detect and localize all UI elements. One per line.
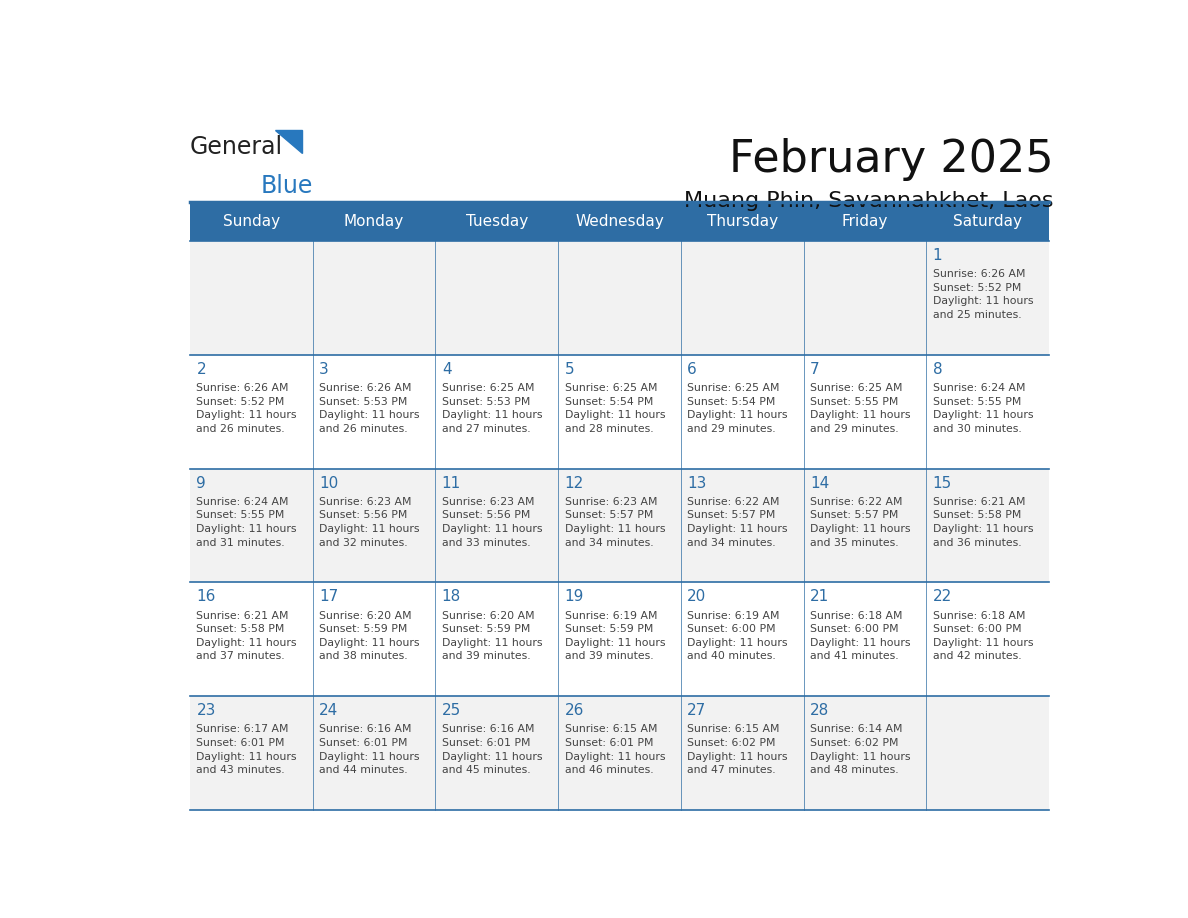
Text: Sunrise: 6:25 AM
Sunset: 5:55 PM
Daylight: 11 hours
and 29 minutes.: Sunrise: 6:25 AM Sunset: 5:55 PM Dayligh… <box>810 383 910 434</box>
Text: Sunrise: 6:25 AM
Sunset: 5:54 PM
Daylight: 11 hours
and 28 minutes.: Sunrise: 6:25 AM Sunset: 5:54 PM Dayligh… <box>564 383 665 434</box>
Text: 6: 6 <box>687 362 697 376</box>
Text: Sunrise: 6:24 AM
Sunset: 5:55 PM
Daylight: 11 hours
and 31 minutes.: Sunrise: 6:24 AM Sunset: 5:55 PM Dayligh… <box>196 497 297 548</box>
Text: 20: 20 <box>687 589 707 604</box>
Text: 1: 1 <box>933 248 942 263</box>
Text: 13: 13 <box>687 476 707 490</box>
Text: Sunrise: 6:25 AM
Sunset: 5:54 PM
Daylight: 11 hours
and 29 minutes.: Sunrise: 6:25 AM Sunset: 5:54 PM Dayligh… <box>687 383 788 434</box>
Text: 18: 18 <box>442 589 461 604</box>
Text: 25: 25 <box>442 703 461 718</box>
Text: Sunrise: 6:18 AM
Sunset: 6:00 PM
Daylight: 11 hours
and 41 minutes.: Sunrise: 6:18 AM Sunset: 6:00 PM Dayligh… <box>810 610 910 661</box>
Text: 7: 7 <box>810 362 820 376</box>
Text: Sunrise: 6:21 AM
Sunset: 5:58 PM
Daylight: 11 hours
and 37 minutes.: Sunrise: 6:21 AM Sunset: 5:58 PM Dayligh… <box>196 610 297 661</box>
Text: 15: 15 <box>933 476 952 490</box>
Text: 2: 2 <box>196 362 206 376</box>
Text: Sunrise: 6:18 AM
Sunset: 6:00 PM
Daylight: 11 hours
and 42 minutes.: Sunrise: 6:18 AM Sunset: 6:00 PM Dayligh… <box>933 610 1034 661</box>
Text: Thursday: Thursday <box>707 214 778 229</box>
Text: 19: 19 <box>564 589 583 604</box>
Text: 8: 8 <box>933 362 942 376</box>
Text: 9: 9 <box>196 476 207 490</box>
Text: General: General <box>190 135 283 159</box>
Text: Sunrise: 6:26 AM
Sunset: 5:52 PM
Daylight: 11 hours
and 26 minutes.: Sunrise: 6:26 AM Sunset: 5:52 PM Dayligh… <box>196 383 297 434</box>
Text: 12: 12 <box>564 476 583 490</box>
Text: Wednesday: Wednesday <box>575 214 664 229</box>
Text: Sunrise: 6:23 AM
Sunset: 5:56 PM
Daylight: 11 hours
and 32 minutes.: Sunrise: 6:23 AM Sunset: 5:56 PM Dayligh… <box>320 497 419 548</box>
Text: February 2025: February 2025 <box>729 139 1054 182</box>
Bar <box>190 468 1049 582</box>
Text: 28: 28 <box>810 703 829 718</box>
Text: 27: 27 <box>687 703 707 718</box>
Text: Sunrise: 6:15 AM
Sunset: 6:01 PM
Daylight: 11 hours
and 46 minutes.: Sunrise: 6:15 AM Sunset: 6:01 PM Dayligh… <box>564 724 665 775</box>
Text: 23: 23 <box>196 703 216 718</box>
Text: Sunrise: 6:22 AM
Sunset: 5:57 PM
Daylight: 11 hours
and 34 minutes.: Sunrise: 6:22 AM Sunset: 5:57 PM Dayligh… <box>687 497 788 548</box>
Text: Tuesday: Tuesday <box>466 214 527 229</box>
Text: Sunrise: 6:17 AM
Sunset: 6:01 PM
Daylight: 11 hours
and 43 minutes.: Sunrise: 6:17 AM Sunset: 6:01 PM Dayligh… <box>196 724 297 775</box>
Bar <box>190 241 1049 354</box>
Bar <box>190 202 1049 241</box>
Text: 26: 26 <box>564 703 583 718</box>
Text: Sunrise: 6:19 AM
Sunset: 6:00 PM
Daylight: 11 hours
and 40 minutes.: Sunrise: 6:19 AM Sunset: 6:00 PM Dayligh… <box>687 610 788 661</box>
Bar <box>190 354 1049 468</box>
Text: Monday: Monday <box>343 214 404 229</box>
Text: Sunrise: 6:23 AM
Sunset: 5:57 PM
Daylight: 11 hours
and 34 minutes.: Sunrise: 6:23 AM Sunset: 5:57 PM Dayligh… <box>564 497 665 548</box>
Text: 16: 16 <box>196 589 216 604</box>
Text: Sunrise: 6:14 AM
Sunset: 6:02 PM
Daylight: 11 hours
and 48 minutes.: Sunrise: 6:14 AM Sunset: 6:02 PM Dayligh… <box>810 724 910 775</box>
Bar <box>190 582 1049 696</box>
Text: Sunrise: 6:21 AM
Sunset: 5:58 PM
Daylight: 11 hours
and 36 minutes.: Sunrise: 6:21 AM Sunset: 5:58 PM Dayligh… <box>933 497 1034 548</box>
Text: Blue: Blue <box>261 174 314 197</box>
Text: Sunday: Sunday <box>222 214 280 229</box>
Text: 4: 4 <box>442 362 451 376</box>
Text: 5: 5 <box>564 362 574 376</box>
Text: Sunrise: 6:25 AM
Sunset: 5:53 PM
Daylight: 11 hours
and 27 minutes.: Sunrise: 6:25 AM Sunset: 5:53 PM Dayligh… <box>442 383 542 434</box>
Text: 3: 3 <box>320 362 329 376</box>
Text: 17: 17 <box>320 589 339 604</box>
Text: Saturday: Saturday <box>953 214 1022 229</box>
Text: Sunrise: 6:20 AM
Sunset: 5:59 PM
Daylight: 11 hours
and 39 minutes.: Sunrise: 6:20 AM Sunset: 5:59 PM Dayligh… <box>442 610 542 661</box>
Text: 11: 11 <box>442 476 461 490</box>
Text: Sunrise: 6:22 AM
Sunset: 5:57 PM
Daylight: 11 hours
and 35 minutes.: Sunrise: 6:22 AM Sunset: 5:57 PM Dayligh… <box>810 497 910 548</box>
Bar <box>190 696 1049 810</box>
Text: Sunrise: 6:26 AM
Sunset: 5:52 PM
Daylight: 11 hours
and 25 minutes.: Sunrise: 6:26 AM Sunset: 5:52 PM Dayligh… <box>933 269 1034 320</box>
Text: Sunrise: 6:20 AM
Sunset: 5:59 PM
Daylight: 11 hours
and 38 minutes.: Sunrise: 6:20 AM Sunset: 5:59 PM Dayligh… <box>320 610 419 661</box>
Polygon shape <box>274 130 302 152</box>
Text: Friday: Friday <box>841 214 889 229</box>
Text: Sunrise: 6:19 AM
Sunset: 5:59 PM
Daylight: 11 hours
and 39 minutes.: Sunrise: 6:19 AM Sunset: 5:59 PM Dayligh… <box>564 610 665 661</box>
Text: 14: 14 <box>810 476 829 490</box>
Text: 10: 10 <box>320 476 339 490</box>
Text: Sunrise: 6:23 AM
Sunset: 5:56 PM
Daylight: 11 hours
and 33 minutes.: Sunrise: 6:23 AM Sunset: 5:56 PM Dayligh… <box>442 497 542 548</box>
Text: 22: 22 <box>933 589 952 604</box>
Text: Sunrise: 6:16 AM
Sunset: 6:01 PM
Daylight: 11 hours
and 45 minutes.: Sunrise: 6:16 AM Sunset: 6:01 PM Dayligh… <box>442 724 542 775</box>
Text: Sunrise: 6:15 AM
Sunset: 6:02 PM
Daylight: 11 hours
and 47 minutes.: Sunrise: 6:15 AM Sunset: 6:02 PM Dayligh… <box>687 724 788 775</box>
Text: 21: 21 <box>810 589 829 604</box>
Text: Muang Phin, Savannahkhet, Laos: Muang Phin, Savannahkhet, Laos <box>684 192 1054 211</box>
Text: Sunrise: 6:24 AM
Sunset: 5:55 PM
Daylight: 11 hours
and 30 minutes.: Sunrise: 6:24 AM Sunset: 5:55 PM Dayligh… <box>933 383 1034 434</box>
Text: Sunrise: 6:16 AM
Sunset: 6:01 PM
Daylight: 11 hours
and 44 minutes.: Sunrise: 6:16 AM Sunset: 6:01 PM Dayligh… <box>320 724 419 775</box>
Text: 24: 24 <box>320 703 339 718</box>
Text: Sunrise: 6:26 AM
Sunset: 5:53 PM
Daylight: 11 hours
and 26 minutes.: Sunrise: 6:26 AM Sunset: 5:53 PM Dayligh… <box>320 383 419 434</box>
